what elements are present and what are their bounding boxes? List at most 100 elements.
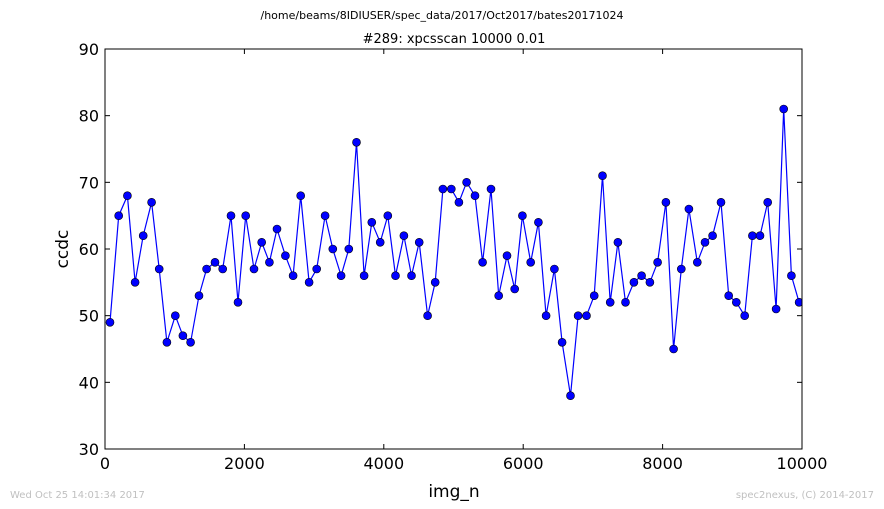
data-point (598, 171, 607, 180)
y-tick-label: 90 (79, 40, 99, 59)
data-point (233, 297, 243, 307)
data-point (629, 277, 639, 287)
data-point (123, 191, 132, 200)
data-point (605, 297, 615, 307)
data-point (344, 244, 354, 254)
data-point (708, 231, 717, 240)
data-point (407, 271, 416, 281)
data-point (494, 291, 504, 301)
data-point (748, 231, 757, 240)
data-point (399, 231, 409, 240)
data-point (566, 391, 575, 401)
x-tick-label: 8000 (642, 454, 683, 473)
y-tick-label: 80 (79, 107, 99, 126)
data-point (218, 264, 227, 274)
data-point (367, 218, 377, 227)
data-point (430, 277, 440, 287)
data-point (589, 291, 599, 301)
data-point (454, 198, 464, 207)
data-point (147, 198, 156, 207)
data-point (573, 311, 583, 321)
y-tick-label: 60 (79, 240, 99, 259)
chart-title: #289: xpcsscan 10000 0.01 (363, 32, 546, 47)
data-point (763, 198, 773, 207)
data-point (653, 257, 662, 267)
y-tick-label: 40 (79, 373, 99, 392)
x-tick-label: 4000 (363, 454, 404, 473)
y-axis-ticks: 30 40 50 60 70 80 90 (79, 40, 802, 459)
data-point (700, 238, 710, 247)
series-group (105, 104, 802, 401)
data-point (226, 211, 236, 220)
data-point (740, 311, 750, 321)
data-point (130, 277, 140, 287)
data-point (352, 138, 361, 147)
data-point (272, 224, 282, 234)
data-point (359, 271, 369, 281)
data-point (534, 218, 543, 227)
data-point (414, 238, 424, 247)
data-point (114, 211, 123, 220)
data-point (375, 238, 385, 247)
data-point (478, 257, 487, 267)
data-point (210, 257, 220, 267)
figure-suptitle: /home/beams/8IDIUSER/spec_data/2017/Oct2… (261, 9, 624, 22)
data-point (462, 178, 471, 187)
data-point (281, 251, 290, 260)
data-point (731, 297, 741, 307)
data-point (794, 298, 802, 307)
footer-credit: spec2nexus, (C) 2014-2017 (736, 490, 874, 501)
data-point (178, 331, 188, 341)
data-point (771, 304, 781, 314)
y-tick-label: 50 (79, 307, 99, 326)
data-point (470, 191, 480, 200)
data-point (518, 211, 527, 220)
data-point (296, 191, 306, 200)
x-tick-label: 2000 (224, 454, 265, 473)
y-tick-label: 30 (79, 440, 99, 459)
data-point (194, 291, 204, 301)
data-point (510, 284, 520, 294)
data-point (684, 204, 694, 214)
x-axis-label: img_n (428, 482, 479, 502)
data-point (105, 317, 115, 327)
data-point (257, 238, 267, 247)
data-point (383, 211, 393, 220)
data-point (171, 311, 180, 321)
data-point (724, 291, 734, 301)
data-point (526, 257, 536, 267)
x-tick-label: 0 (100, 454, 110, 473)
data-point (249, 264, 259, 274)
series-line (109, 108, 800, 396)
data-point (621, 297, 630, 307)
data-point (265, 257, 274, 267)
data-point (438, 184, 448, 194)
data-point (550, 264, 559, 274)
plot-frame (104, 48, 803, 450)
data-point (288, 271, 298, 281)
data-point (692, 257, 702, 267)
data-point (162, 337, 172, 347)
data-point (755, 231, 765, 240)
footer-timestamp: Wed Oct 25 14:01:34 2017 (10, 490, 145, 501)
data-point (391, 271, 400, 281)
data-point (716, 198, 726, 207)
data-point (787, 271, 796, 281)
data-point (320, 211, 330, 220)
y-axis-label: ccdc (53, 230, 73, 269)
data-point (446, 184, 456, 194)
data-point (138, 231, 148, 240)
data-point (423, 311, 432, 321)
data-point (241, 211, 250, 220)
data-point (661, 198, 671, 207)
data-point (637, 271, 646, 281)
data-point (202, 264, 211, 274)
data-point (336, 271, 346, 281)
data-point (613, 238, 623, 247)
data-point (502, 251, 512, 260)
data-point (557, 337, 567, 347)
data-point (304, 277, 314, 287)
x-tick-label: 10000 (777, 454, 828, 473)
data-point (486, 184, 496, 194)
